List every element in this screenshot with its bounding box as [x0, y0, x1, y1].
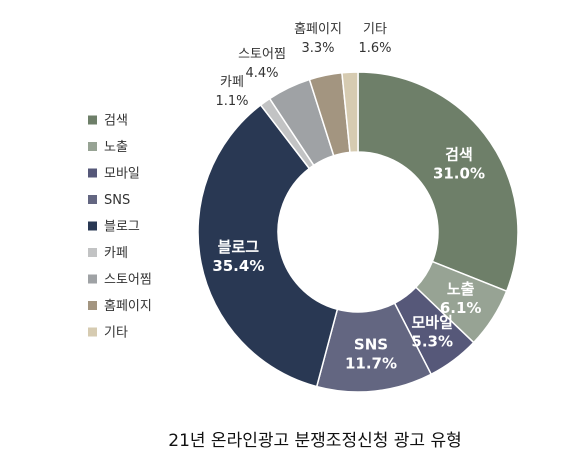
- legend-label-4: SNS: [104, 193, 130, 208]
- slice-5-wedge: [197, 103, 339, 388]
- slice-4-name-label: SNS: [354, 335, 388, 353]
- slice-9-wedge: [341, 71, 359, 154]
- slice-1-value-label: 31.0%: [433, 165, 485, 183]
- donut-slices: [197, 71, 519, 393]
- legend-label-7: 스토어찜: [104, 273, 152, 288]
- slice-4-value-label: 11.7%: [345, 354, 397, 372]
- slice-1-name-label: 검색: [445, 146, 473, 164]
- legend-swatch-7: [88, 274, 97, 284]
- legend-label-8: 홈페이지: [104, 299, 152, 314]
- legend-swatch-8: [88, 301, 97, 310]
- slice-7-name-label: 스토어찜: [238, 47, 286, 62]
- slice-5-value-label: 35.4%: [212, 257, 264, 275]
- legend-swatch-4: [88, 195, 97, 204]
- legend-label-5: 블로그: [104, 220, 140, 235]
- legend-swatch-2: [88, 142, 97, 151]
- legend-label-6: 카페: [104, 246, 128, 261]
- outside-labels: 카페 1.1% 스토어찜 4.4% 홈페이지 3.3% 기타 1.6%: [215, 22, 391, 109]
- legend-label-3: 모바일: [104, 167, 140, 182]
- slice-1-wedge: [357, 71, 519, 293]
- legend-label-1: 검색: [104, 114, 128, 129]
- legend-label-2: 노출: [104, 140, 128, 155]
- legend-swatch-9: [88, 327, 97, 337]
- legend-swatch-6: [88, 248, 97, 257]
- slice-3-value-label: 5.3%: [411, 332, 453, 350]
- legend-swatch-5: [88, 221, 97, 231]
- legend-swatch-1: [88, 115, 97, 125]
- slice-3-name-label: 모바일: [412, 313, 453, 331]
- slice-9-name-label: 기타: [363, 22, 387, 37]
- slice-5-name-label: 블로그: [218, 238, 260, 256]
- slice-8-value-label: 3.3%: [301, 41, 334, 56]
- slice-7-value-label: 4.4%: [245, 66, 278, 81]
- slice-2-name-label: 노출: [447, 280, 475, 298]
- slice-9-value-label: 1.6%: [358, 41, 391, 56]
- legend-label-9: 기타: [104, 326, 128, 341]
- slice-2-value-label: 6.1%: [440, 299, 482, 317]
- slice-6-name-label: 카페: [220, 75, 244, 90]
- chart-caption: 21년 온라인광고 분쟁조정신청 광고 유형: [168, 431, 462, 451]
- slice-8-name-label: 홈페이지: [294, 22, 342, 37]
- legend-swatch-3: [88, 168, 97, 178]
- slice-6-value-label: 1.1%: [215, 94, 248, 109]
